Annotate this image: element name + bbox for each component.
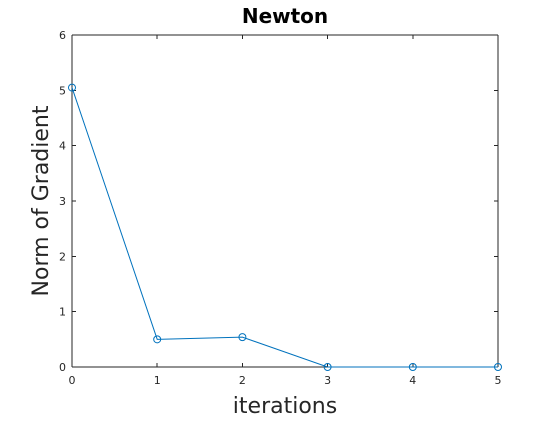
y-tick-label: 2: [59, 250, 66, 263]
series-layer: [68, 83, 502, 371]
y-axis-label: Norm of Gradient: [29, 105, 54, 296]
x-ticks: 0 1 2 3 4 5: [69, 35, 502, 387]
x-tick-label: 1: [154, 374, 161, 387]
y-tick-label: 0: [59, 361, 66, 374]
y-tick-label: 3: [59, 195, 66, 208]
x-tick-label: 3: [324, 374, 331, 387]
y-ticks: 0 1 2 3 4 5 6: [59, 29, 498, 374]
data-point-marker: [238, 333, 247, 342]
x-axis-label: iterations: [233, 394, 337, 419]
y-tick-label: 5: [59, 84, 66, 97]
series-line: [71, 87, 498, 368]
plot-area: [72, 35, 498, 367]
y-tick-label: 1: [59, 306, 66, 319]
y-tick-label: 6: [59, 29, 66, 42]
chart-title: Newton: [242, 4, 328, 28]
x-tick-label: 0: [69, 374, 76, 387]
data-point-marker: [153, 335, 162, 344]
data-point-marker: [408, 363, 417, 371]
y-tick-label: 4: [59, 140, 66, 153]
x-tick-label: 2: [239, 374, 246, 387]
x-tick-label: 4: [409, 374, 416, 387]
data-point-marker: [68, 83, 76, 92]
data-point-marker: [323, 363, 332, 371]
data-point-marker: [494, 363, 502, 371]
x-tick-label: 5: [495, 374, 502, 387]
